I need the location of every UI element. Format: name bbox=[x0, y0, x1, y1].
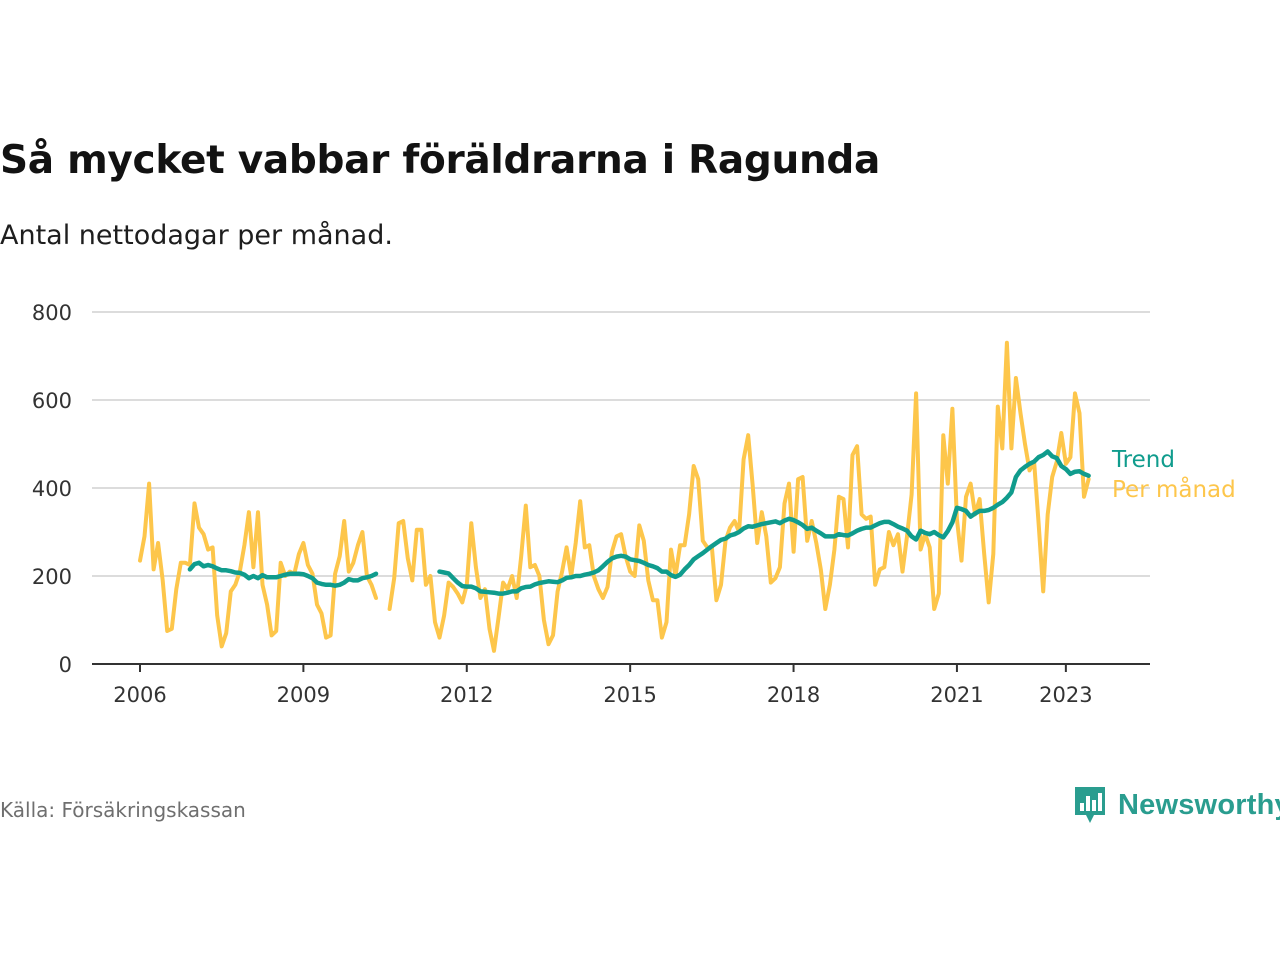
x-axis: 2006 2009 2012 2015 2018 2021 2023 bbox=[92, 663, 1150, 707]
x-tick-label: 2023 bbox=[1039, 683, 1092, 707]
y-tick-label: 0 bbox=[59, 653, 72, 677]
legend-label-per-manad: Per månad bbox=[1112, 475, 1236, 503]
x-tick-label: 2009 bbox=[277, 683, 330, 707]
y-tick-label: 800 bbox=[32, 301, 72, 325]
y-axis-labels: 0 200 400 600 800 bbox=[32, 301, 72, 677]
x-tick-label: 2015 bbox=[603, 683, 656, 707]
series-line-per-manad bbox=[138, 340, 1091, 653]
bar-chart-speech-bubble-icon bbox=[1075, 787, 1105, 823]
chart-title: Så mycket vabbar föräldrarna i Ragunda bbox=[0, 138, 881, 183]
source-note: Källa: Försäkringskassan bbox=[0, 798, 246, 822]
gridlines bbox=[92, 311, 1150, 577]
y-tick-label: 600 bbox=[32, 389, 72, 413]
series-line-trend bbox=[187, 449, 1091, 596]
series-lines bbox=[138, 340, 1091, 653]
y-tick-label: 200 bbox=[32, 565, 72, 589]
x-tick-label: 2021 bbox=[930, 683, 983, 707]
y-tick-label: 400 bbox=[32, 477, 72, 501]
x-tick-label: 2018 bbox=[767, 683, 820, 707]
brand-name: Newsworthy bbox=[1118, 788, 1280, 821]
legend-label-trend: Trend bbox=[1111, 447, 1175, 473]
x-tick-label: 2006 bbox=[113, 683, 166, 707]
newsworthy-logo: Newsworthy bbox=[1072, 784, 1280, 826]
x-tick-label: 2012 bbox=[440, 683, 493, 707]
chart-subtitle: Antal nettodagar per månad. bbox=[0, 220, 393, 251]
